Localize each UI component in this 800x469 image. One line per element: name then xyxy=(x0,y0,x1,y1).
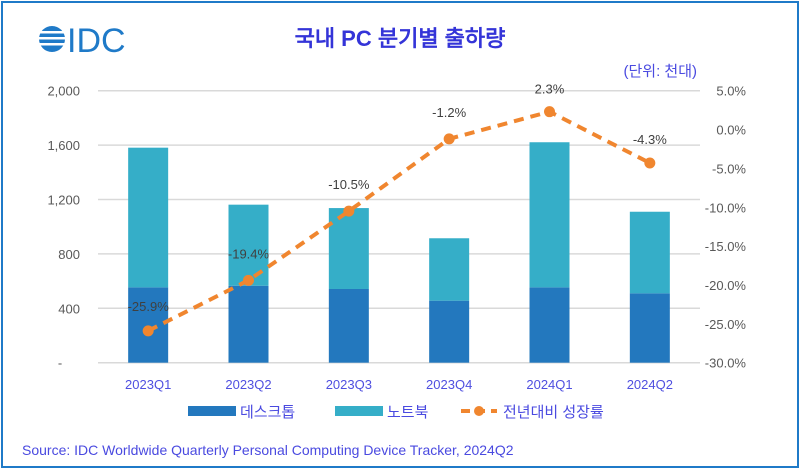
left-tick-label: - xyxy=(58,356,62,371)
desktop-bar xyxy=(328,288,369,363)
right-axis: -30.0% -25.0% -20.0% -15.0% -10.0% -5.0% 0.0% 5… xyxy=(705,84,747,371)
growth-point xyxy=(544,106,555,118)
logo-text: IDC xyxy=(67,22,126,60)
left-tick-label: 1,200 xyxy=(47,193,80,208)
notebook-bar xyxy=(429,238,470,301)
left-tick-label: 2,000 xyxy=(47,84,80,99)
growth-data-label: 2.3% xyxy=(535,82,565,97)
globe-icon xyxy=(38,26,66,52)
desktop-bar xyxy=(128,287,169,363)
legend-swatch-notebook xyxy=(335,406,383,416)
source-note: Source: IDC Worldwide Quarterly Personal… xyxy=(22,442,514,458)
legend-growth: 전년대비 성장률 xyxy=(503,404,604,421)
notebook-bar xyxy=(228,204,269,286)
growth-data-label: -25.9% xyxy=(128,299,170,314)
notebook-bar xyxy=(529,142,570,288)
unit-label: (단위: 천대) xyxy=(623,63,697,80)
legend: 데스크톱 노트북 전년대비 성장률 xyxy=(188,404,604,421)
left-tick-label: 400 xyxy=(58,301,80,316)
category-axis: 2023Q1 2023Q2 2023Q3 2023Q4 2024Q1 2024Q2 xyxy=(125,377,673,392)
category-label: 2023Q2 xyxy=(225,377,271,392)
notebook-bar xyxy=(328,208,369,289)
legend-swatch-desktop xyxy=(188,406,236,416)
desktop-bar xyxy=(429,300,470,363)
desktop-bar xyxy=(228,285,269,363)
chart-title: 국내 PC 분기별 출하량 xyxy=(295,26,506,51)
category-label: 2023Q3 xyxy=(326,377,372,392)
category-label: 2024Q1 xyxy=(526,377,572,392)
gridlines xyxy=(98,89,700,364)
growth-data-label: -1.2% xyxy=(432,105,466,120)
growth-line-path xyxy=(147,109,651,333)
category-label: 2023Q1 xyxy=(125,377,171,392)
right-tick-label: -15.0% xyxy=(705,239,747,254)
growth-point xyxy=(443,133,455,145)
right-tick-label: -30.0% xyxy=(705,356,747,371)
right-tick-label: -5.0% xyxy=(712,161,746,176)
desktop-bar xyxy=(529,287,570,363)
idc-logo: IDC xyxy=(38,22,126,60)
category-label: 2024Q2 xyxy=(627,377,673,392)
right-tick-label: -10.0% xyxy=(705,200,747,215)
left-axis: - 400 800 1,200 1,600 2,000 xyxy=(47,84,80,371)
right-tick-label: -25.0% xyxy=(705,317,747,332)
notebook-bar xyxy=(128,147,169,288)
growth-data-label: -19.4% xyxy=(228,246,270,261)
right-tick-label: 0.0% xyxy=(716,123,746,138)
right-tick-label: -20.0% xyxy=(705,278,747,293)
left-tick-label: 800 xyxy=(58,247,80,262)
growth-point xyxy=(644,157,656,169)
legend-desktop: 데스크톱 xyxy=(240,404,295,421)
growth-point xyxy=(343,205,355,217)
legend-notebook: 노트북 xyxy=(387,404,428,421)
category-label: 2023Q4 xyxy=(426,377,472,392)
growth-point xyxy=(142,325,154,337)
legend-marker-growth xyxy=(474,406,484,416)
growth-line: -25.9% -19.4% -10.5% -1.2% 2.3% -4.3% xyxy=(128,82,667,337)
growth-data-label: -4.3% xyxy=(633,132,667,147)
notebook-bar xyxy=(629,211,670,294)
right-tick-label: 5.0% xyxy=(716,84,746,99)
bars xyxy=(128,142,670,363)
left-tick-label: 1,600 xyxy=(47,138,80,153)
growth-point xyxy=(243,274,254,286)
desktop-bar xyxy=(629,293,670,363)
growth-data-label: -10.5% xyxy=(328,177,370,192)
